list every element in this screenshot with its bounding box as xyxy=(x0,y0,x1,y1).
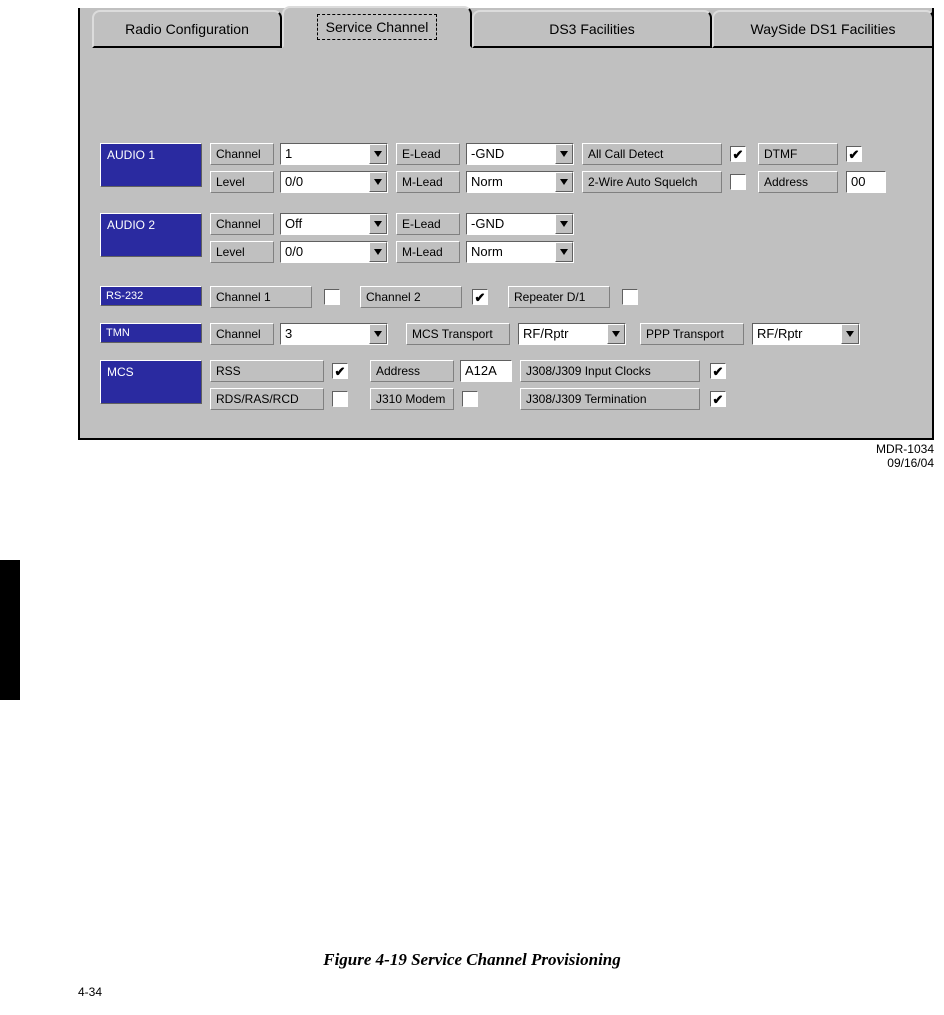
checkbox-rss[interactable]: ✔ xyxy=(332,363,348,379)
dropdown-audio1-channel[interactable]: 1 xyxy=(280,143,388,165)
dropdown-ppp-transport[interactable]: RF/Rptr xyxy=(752,323,860,345)
dropdown-value: 3 xyxy=(281,324,369,344)
label-mcs-address: Address xyxy=(370,360,454,382)
dropdown-audio2-level[interactable]: 0/0 xyxy=(280,241,388,263)
dropdown-value: -GND xyxy=(467,144,555,164)
label-audio2-channel: Channel xyxy=(210,213,274,235)
section-mcs: MCS xyxy=(100,360,202,404)
tab-radio-configuration[interactable]: Radio Configuration xyxy=(92,10,282,48)
dropdown-value: Norm xyxy=(467,172,555,192)
label-allcall: All Call Detect xyxy=(582,143,722,165)
label-tmn-channel: Channel xyxy=(210,323,274,345)
dropdown-arrow-icon xyxy=(555,214,573,234)
checkbox-rdsrasrcd[interactable] xyxy=(332,391,348,407)
label-j308-input: J308/J309 Input Clocks xyxy=(520,360,700,382)
section-audio1: AUDIO 1 xyxy=(100,143,202,187)
dropdown-audio2-elead[interactable]: -GND xyxy=(466,213,574,235)
label-audio2-level: Level xyxy=(210,241,274,263)
dropdown-value: RF/Rptr xyxy=(753,324,841,344)
dropdown-audio1-level[interactable]: 0/0 xyxy=(280,171,388,193)
label-j308-term: J308/J309 Termination xyxy=(520,388,700,410)
doc-date: 09/16/04 xyxy=(887,456,934,470)
dropdown-arrow-icon xyxy=(369,144,387,164)
dropdown-value: -GND xyxy=(467,214,555,234)
label-audio1-elead: E-Lead xyxy=(396,143,460,165)
page-number: 4-34 xyxy=(78,985,102,999)
checkbox-twowire[interactable] xyxy=(730,174,746,190)
section-tmn: TMN xyxy=(100,323,202,343)
dropdown-value: 0/0 xyxy=(281,242,369,262)
dropdown-audio1-mlead[interactable]: Norm xyxy=(466,171,574,193)
section-rs232: RS-232 xyxy=(100,286,202,306)
checkbox-j310[interactable] xyxy=(462,391,478,407)
section-label-text: RS-232 xyxy=(106,290,143,302)
input-audio1-address[interactable]: 00 xyxy=(846,171,886,193)
dropdown-value: 1 xyxy=(281,144,369,164)
input-mcs-address[interactable]: A12A xyxy=(460,360,512,382)
tab-label: Service Channel xyxy=(317,14,438,40)
tab-bar: Radio Configuration Service Channel DS3 … xyxy=(78,6,938,56)
checkbox-j308-input[interactable]: ✔ xyxy=(710,363,726,379)
checkbox-rs-channel2[interactable]: ✔ xyxy=(472,289,488,305)
dropdown-arrow-icon xyxy=(369,172,387,192)
label-audio1-level: Level xyxy=(210,171,274,193)
tab-service-channel[interactable]: Service Channel xyxy=(282,6,472,48)
checkbox-rs-channel1[interactable] xyxy=(324,289,340,305)
page-edge-tab xyxy=(0,560,20,700)
dropdown-mcs-transport[interactable]: RF/Rptr xyxy=(518,323,626,345)
label-audio1-address: Address xyxy=(758,171,838,193)
label-audio1-mlead: M-Lead xyxy=(396,171,460,193)
dropdown-arrow-icon xyxy=(555,172,573,192)
checkbox-rs-repeater[interactable] xyxy=(622,289,638,305)
section-label-text: AUDIO 2 xyxy=(107,218,155,232)
dropdown-value: 0/0 xyxy=(281,172,369,192)
label-rss: RSS xyxy=(210,360,324,382)
dropdown-arrow-icon xyxy=(369,214,387,234)
label-mcs-transport: MCS Transport xyxy=(406,323,510,345)
label-audio2-elead: E-Lead xyxy=(396,213,460,235)
label-audio1-channel: Channel xyxy=(210,143,274,165)
label-dtmf: DTMF xyxy=(758,143,838,165)
label-rdsrasrcd: RDS/RAS/RCD xyxy=(210,388,324,410)
tab-wayside-ds1[interactable]: WaySide DS1 Facilities xyxy=(712,10,934,48)
section-label-text: AUDIO 1 xyxy=(107,148,155,162)
config-panel: Radio Configuration Service Channel DS3 … xyxy=(78,8,934,440)
checkbox-allcall[interactable]: ✔ xyxy=(730,146,746,162)
dropdown-audio2-mlead[interactable]: Norm xyxy=(466,241,574,263)
section-label-text: TMN xyxy=(106,327,130,339)
dropdown-value: RF/Rptr xyxy=(519,324,607,344)
figure-caption: Figure 4-19 Service Channel Provisioning xyxy=(0,950,944,970)
doc-id: MDR-1034 xyxy=(876,442,934,456)
dropdown-arrow-icon xyxy=(607,324,625,344)
checkbox-dtmf[interactable]: ✔ xyxy=(846,146,862,162)
label-rs-channel1: Channel 1 xyxy=(210,286,312,308)
dropdown-audio2-channel[interactable]: Off xyxy=(280,213,388,235)
tab-label: WaySide DS1 Facilities xyxy=(751,21,896,37)
tab-label: Radio Configuration xyxy=(125,21,249,37)
checkbox-j308-term[interactable]: ✔ xyxy=(710,391,726,407)
section-label-text: MCS xyxy=(107,365,134,379)
dropdown-tmn-channel[interactable]: 3 xyxy=(280,323,388,345)
tab-ds3-facilities[interactable]: DS3 Facilities xyxy=(472,10,712,48)
dropdown-arrow-icon xyxy=(369,324,387,344)
dropdown-arrow-icon xyxy=(841,324,859,344)
dropdown-arrow-icon xyxy=(555,242,573,262)
label-audio2-mlead: M-Lead xyxy=(396,241,460,263)
dropdown-arrow-icon xyxy=(369,242,387,262)
section-audio2: AUDIO 2 xyxy=(100,213,202,257)
label-twowire: 2-Wire Auto Squelch xyxy=(582,171,722,193)
label-ppp-transport: PPP Transport xyxy=(640,323,744,345)
label-rs-channel2: Channel 2 xyxy=(360,286,462,308)
tab-label: DS3 Facilities xyxy=(549,21,635,37)
dropdown-arrow-icon xyxy=(555,144,573,164)
dropdown-value: Off xyxy=(281,214,369,234)
label-rs-repeater: Repeater D/1 xyxy=(508,286,610,308)
dropdown-audio1-elead[interactable]: -GND xyxy=(466,143,574,165)
dropdown-value: Norm xyxy=(467,242,555,262)
label-j310: J310 Modem xyxy=(370,388,454,410)
